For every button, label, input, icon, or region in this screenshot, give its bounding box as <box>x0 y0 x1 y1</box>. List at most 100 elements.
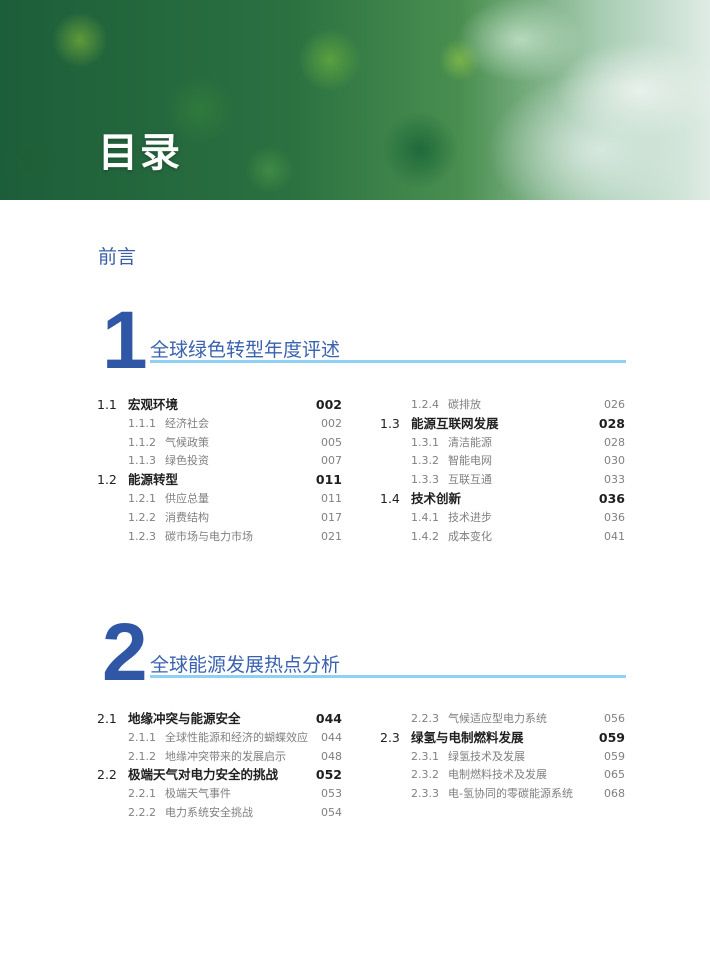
entry-title: 供应总量 <box>165 491 209 505</box>
entry-number: 1.2.1 <box>128 491 156 505</box>
entry-page: 044 <box>321 730 342 744</box>
toc-subsection-entry[interactable]: 1.2.4 碳排放 026 <box>380 396 625 415</box>
entry-page: 048 <box>321 749 342 763</box>
entry-page: 053 <box>321 787 342 801</box>
entry-page: 017 <box>321 510 342 524</box>
entry-page: 059 <box>604 749 625 763</box>
chapter-title[interactable]: 全球能源发展热点分析 <box>150 654 341 676</box>
entry-title: 碳市场与电力市场 <box>165 529 253 543</box>
entry-page: 059 <box>598 729 625 745</box>
toc-section-entry[interactable]: 1.1 宏观环境 002 <box>97 396 342 415</box>
entry-title: 极端天气对电力安全的挑战 <box>128 767 279 783</box>
entry-title: 能源互联网发展 <box>411 415 499 431</box>
entry-title: 成本变化 <box>448 529 492 543</box>
entry-title: 清洁能源 <box>448 435 492 449</box>
toc-column: 2.1 地缘冲突与能源安全 044 2.1.1 全球性能源和经济的蝴蝶效应 044 2.1.… <box>97 710 342 823</box>
toc-subsection-entry[interactable]: 1.3.1 清洁能源 028 <box>380 434 625 453</box>
toc-subsection-entry[interactable]: 1.1.2 气候政策 005 <box>97 434 342 453</box>
entry-number: 2.3 <box>380 729 400 745</box>
entry-page: 028 <box>598 415 625 431</box>
entry-page: 030 <box>604 454 625 468</box>
chapter-number: 2 <box>102 607 148 698</box>
toc-subsection-entry[interactable]: 1.4.1 技术进步 036 <box>380 509 625 528</box>
entry-title: 电制燃料技术及发展 <box>448 768 547 782</box>
toc-subsection-entry[interactable]: 1.2.3 碳市场与电力市场 021 <box>97 528 342 547</box>
entry-title: 互联互通 <box>448 473 492 487</box>
toc-subsection-entry[interactable]: 2.2.1 极端天气事件 053 <box>97 785 342 804</box>
toc-section-entry[interactable]: 2.2 极端天气对电力安全的挑战 052 <box>97 766 342 785</box>
entry-page: 011 <box>321 491 342 505</box>
entry-page: 068 <box>604 787 625 801</box>
entry-number: 1.3.3 <box>411 473 439 487</box>
toc-subsection-entry[interactable]: 1.3.2 智能电网 030 <box>380 452 625 471</box>
entry-title: 碳排放 <box>448 398 481 411</box>
toc-section-entry[interactable]: 2.3 绿氢与电制燃料发展 059 <box>380 729 625 748</box>
entry-number: 1.2.3 <box>128 529 156 543</box>
entry-number: 1.1.1 <box>128 416 156 430</box>
chapter-title[interactable]: 全球绿色转型年度评述 <box>150 339 341 361</box>
toc-subsection-entry[interactable]: 2.3.2 电制燃料技术及发展 065 <box>380 766 625 785</box>
toc-section-entry[interactable]: 1.3 能源互联网发展 028 <box>380 415 625 434</box>
entry-title: 地缘冲突与能源安全 <box>128 711 241 726</box>
entry-number: 2.2 <box>97 767 117 783</box>
entry-number: 1.2.2 <box>128 510 156 524</box>
toc-subsection-entry[interactable]: 2.2.2 电力系统安全挑战 054 <box>97 804 342 823</box>
toc-subsection-entry[interactable]: 2.1.2 地缘冲突带来的发展启示 048 <box>97 748 342 767</box>
toc-subsection-entry[interactable]: 1.2.2 消费结构 017 <box>97 509 342 528</box>
entry-title: 绿氢技术及发展 <box>448 749 525 763</box>
entry-title: 气候适应型电力系统 <box>448 712 547 725</box>
toc-section-entry[interactable]: 2.1 地缘冲突与能源安全 044 <box>97 710 342 729</box>
entry-number: 2.3.3 <box>411 787 439 801</box>
chapter-divider <box>150 360 626 363</box>
entry-number: 1.4 <box>380 490 400 506</box>
entry-title: 绿氢与电制燃料发展 <box>411 729 524 745</box>
entry-title: 极端天气事件 <box>165 787 231 801</box>
entry-title: 电-氢协同的零碳能源系统 <box>448 787 573 801</box>
entry-number: 1.3 <box>380 415 400 431</box>
entry-number: 2.2.2 <box>128 805 156 819</box>
entry-title: 智能电网 <box>448 454 492 468</box>
toc-subsection-entry[interactable]: 2.1.1 全球性能源和经济的蝴蝶效应 044 <box>97 729 342 748</box>
entry-number: 1.3.2 <box>411 454 439 468</box>
entry-number: 2.1.1 <box>128 730 156 744</box>
entry-page: 026 <box>604 398 625 411</box>
entry-title: 消费结构 <box>165 510 209 524</box>
entry-title: 宏观环境 <box>128 397 179 412</box>
entry-title: 全球性能源和经济的蝴蝶效应 <box>165 730 308 744</box>
toc-subsection-entry[interactable]: 1.2.1 供应总量 011 <box>97 490 342 509</box>
toc-subsection-entry[interactable]: 1.1.3 绿色投资 007 <box>97 452 342 471</box>
entry-number: 2.3.2 <box>411 768 439 782</box>
entry-number: 1.1.3 <box>128 454 156 468</box>
entry-title: 经济社会 <box>165 416 209 430</box>
entry-number: 2.2.1 <box>128 787 156 801</box>
toc-section-entry[interactable]: 1.2 能源转型 011 <box>97 471 342 490</box>
entry-number: 2.1.2 <box>128 749 156 763</box>
entry-number: 1.4.2 <box>411 529 439 543</box>
entry-number: 1.2 <box>97 472 117 488</box>
toc-preface-link[interactable]: 前言 <box>98 246 137 268</box>
toc-column: 1.2.4 碳排放 026 1.3 能源互联网发展 028 1.3.1 清洁能源 028 1.3.… <box>380 396 625 546</box>
toc-subsection-entry[interactable]: 1.4.2 成本变化 041 <box>380 528 625 547</box>
entry-page: 036 <box>598 490 625 506</box>
entry-page: 065 <box>604 768 625 782</box>
entry-title: 技术进步 <box>448 510 492 524</box>
toc-subsection-entry[interactable]: 2.2.3 气候适应型电力系统 056 <box>380 710 625 729</box>
entry-page: 002 <box>321 416 342 430</box>
entry-title: 能源转型 <box>128 472 179 488</box>
toc-subsection-entry[interactable]: 1.3.3 互联互通 033 <box>380 471 625 490</box>
toc-subsection-entry[interactable]: 2.3.1 绿氢技术及发展 059 <box>380 748 625 767</box>
chapter-number: 1 <box>102 295 148 386</box>
entry-number: 1.1.2 <box>128 435 156 449</box>
entry-page: 041 <box>604 529 625 543</box>
entry-page: 036 <box>604 510 625 524</box>
entry-page: 028 <box>604 435 625 449</box>
chapter-divider <box>150 675 626 678</box>
entry-page: 056 <box>604 712 625 725</box>
toc-subsection-entry[interactable]: 1.1.1 经济社会 002 <box>97 415 342 434</box>
entry-number: 1.3.1 <box>411 435 439 449</box>
toc-section-entry[interactable]: 1.4 技术创新 036 <box>380 490 625 509</box>
entry-page: 033 <box>604 473 625 487</box>
toc-subsection-entry[interactable]: 2.3.3 电-氢协同的零碳能源系统 068 <box>380 785 625 804</box>
entry-page: 005 <box>321 435 342 449</box>
entry-number: 2.1 <box>97 711 117 726</box>
